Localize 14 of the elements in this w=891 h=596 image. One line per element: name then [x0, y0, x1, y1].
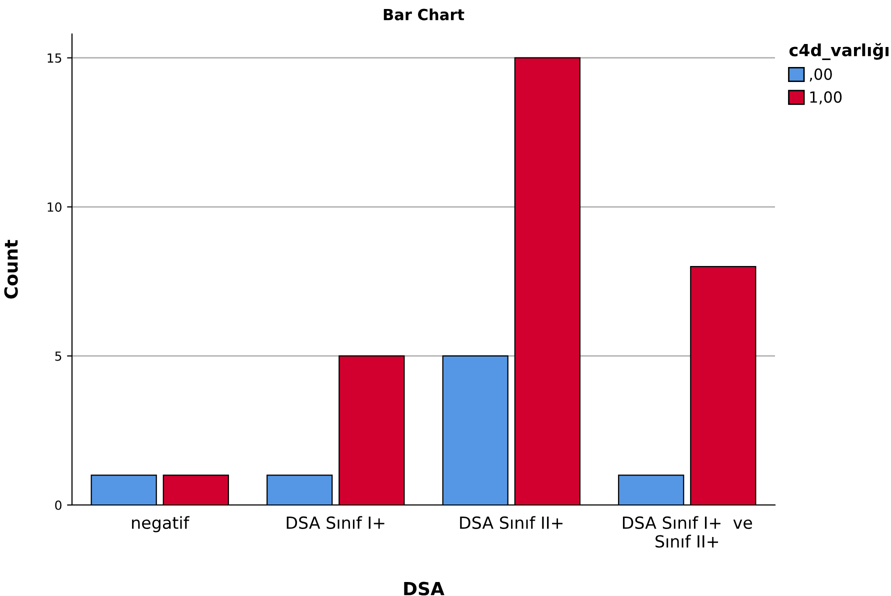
legend-label: 1,00	[810, 91, 842, 104]
x-tick-label: DSA Sınıf I+	[286, 516, 384, 530]
y-tick-label: 5	[55, 352, 62, 361]
legend-title: c4d_varlığı	[789, 43, 888, 60]
y-axis-title: Count	[4, 240, 18, 299]
x-axis-title: DSA	[404, 582, 444, 596]
x-tick-label: DSA Sınıf II+	[460, 516, 562, 530]
y-tick-label: 0	[55, 500, 62, 510]
x-tick-label: negatif	[132, 516, 190, 532]
chart-title: Bar Chart	[384, 8, 464, 20]
x-tick-label: DSA Sınıf I+ ve Sınıf II+	[622, 516, 752, 548]
y-tick-label: 15	[48, 53, 62, 63]
legend-label: ,00	[810, 68, 832, 82]
y-tick-label: 10	[48, 202, 62, 212]
